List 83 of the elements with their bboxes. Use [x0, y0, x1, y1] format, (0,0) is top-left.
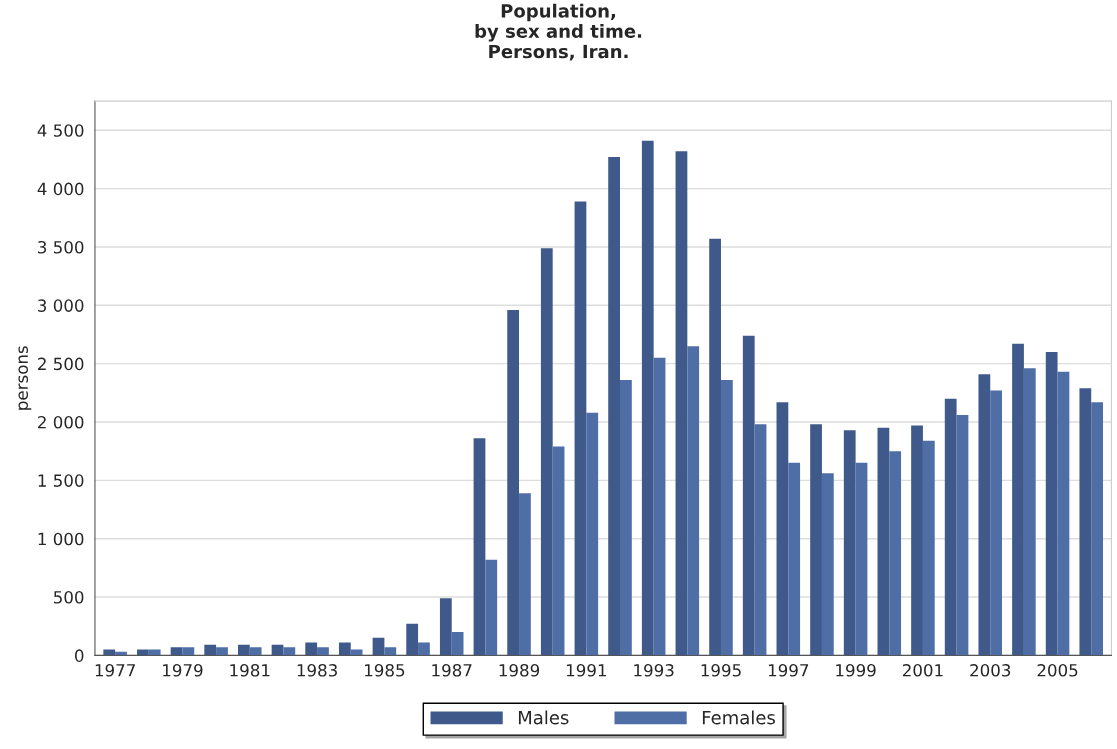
y-tick-label: 2 500	[38, 357, 84, 371]
bar	[182, 647, 195, 656]
chart-title: Population, by sex and time. Persons, Iran.	[475, 3, 642, 61]
bar	[338, 642, 351, 656]
bar	[956, 415, 969, 656]
bar	[249, 647, 262, 656]
x-tick-label: 1997	[768, 664, 809, 677]
bar	[406, 623, 419, 656]
x-tick-label: 1987	[432, 664, 472, 677]
x-tick-label: 1981	[230, 664, 270, 677]
x-tick-label: 2003	[970, 664, 1011, 677]
y-tick-label: 3 500	[38, 240, 84, 254]
x-tick-label: 1989	[499, 664, 540, 677]
bar	[821, 473, 834, 656]
bar	[608, 157, 621, 656]
y-tick-label: 2 000	[38, 415, 84, 429]
bar	[641, 140, 654, 656]
bar	[1012, 343, 1024, 656]
bar	[675, 151, 688, 656]
legend-label: Females	[702, 710, 775, 725]
bar	[911, 425, 923, 656]
x-tick-label: 1999	[836, 664, 876, 677]
bar	[990, 390, 1003, 656]
bar	[1079, 388, 1092, 656]
bar	[170, 647, 183, 656]
bar	[788, 462, 801, 656]
bar	[877, 427, 890, 656]
bar	[776, 402, 789, 656]
bar	[1091, 402, 1103, 656]
bar	[216, 647, 228, 656]
bar	[317, 647, 329, 656]
bar	[574, 201, 587, 656]
x-tick-label: 1991	[566, 664, 607, 677]
y-tick-label: 1 500	[38, 474, 84, 487]
bar	[552, 446, 565, 656]
y-tick-label: 1 000	[38, 532, 84, 546]
bar	[620, 380, 632, 656]
bar	[653, 357, 666, 656]
y-tick-label: 500	[54, 590, 84, 604]
bar	[754, 424, 767, 656]
bar	[889, 451, 902, 656]
bar	[384, 647, 397, 656]
bar	[204, 644, 217, 656]
y-tick-label: 3 000	[38, 299, 84, 312]
bar	[1023, 368, 1036, 656]
bar	[372, 637, 385, 656]
bar	[451, 632, 464, 656]
bar	[687, 346, 700, 656]
bar	[1057, 371, 1070, 656]
bar	[709, 238, 721, 656]
x-tick-label: 2001	[902, 664, 943, 677]
bar	[855, 462, 868, 656]
y-tick-label: 4 000	[37, 182, 84, 196]
y-tick-label: 0	[75, 649, 84, 662]
bar	[720, 380, 733, 656]
bar	[473, 438, 486, 656]
bar	[237, 644, 250, 656]
bar	[283, 647, 296, 656]
bar	[922, 440, 935, 656]
x-tick-label: 1983	[297, 664, 337, 677]
y-tick-label: 4 500	[37, 124, 84, 137]
bar	[519, 493, 531, 656]
legend-label: Males	[518, 710, 569, 725]
bar	[507, 309, 520, 656]
bar	[305, 642, 318, 656]
bar	[586, 412, 599, 656]
y-axis-title: persons	[18, 346, 32, 410]
bar	[418, 642, 430, 656]
bar	[439, 598, 452, 656]
bar	[1045, 351, 1058, 656]
bar	[485, 559, 498, 656]
x-tick-label: 1995	[701, 664, 741, 677]
x-tick-label: 1985	[365, 664, 405, 677]
bar	[978, 374, 991, 656]
bar	[843, 430, 856, 656]
bar	[810, 424, 822, 656]
x-tick-label: 1979	[163, 664, 203, 677]
bar	[742, 335, 755, 656]
x-tick-label: 1993	[634, 664, 674, 677]
x-tick-label: 2005	[1037, 664, 1078, 677]
bar	[540, 248, 553, 656]
bar	[944, 398, 957, 656]
x-tick-label: 1977	[95, 664, 135, 677]
